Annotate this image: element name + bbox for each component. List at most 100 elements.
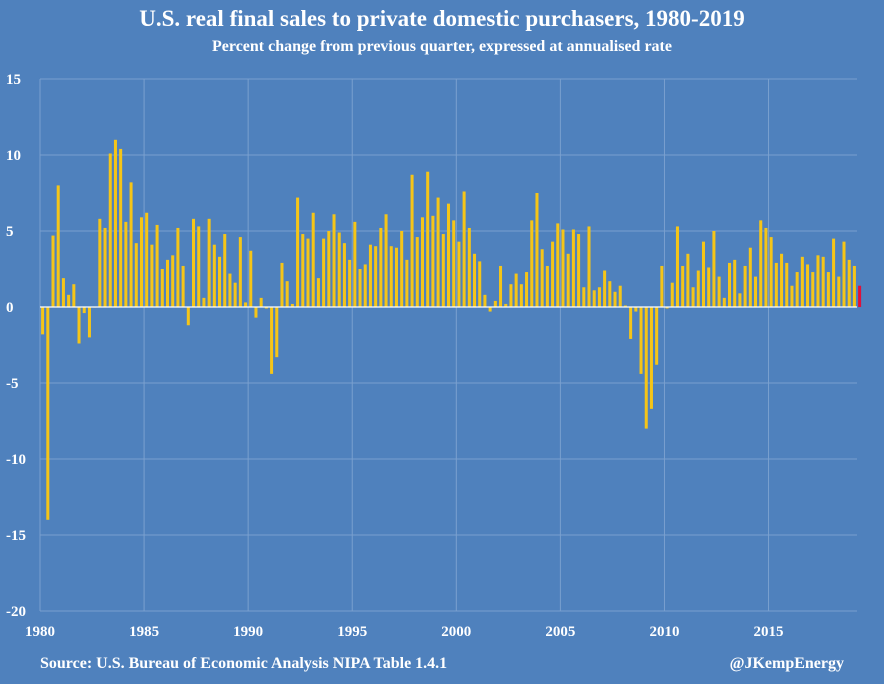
x-tick-label: 1985 (129, 624, 159, 640)
bar (675, 226, 679, 307)
bar (660, 265, 664, 307)
bar (384, 214, 388, 307)
bar (228, 273, 232, 307)
bar (176, 227, 180, 307)
bar (337, 232, 341, 307)
bar (82, 307, 86, 314)
bar (405, 259, 409, 307)
bar (728, 262, 732, 307)
bar (717, 276, 721, 307)
bar (504, 303, 508, 307)
bar (582, 287, 586, 307)
bar (280, 262, 284, 307)
bar (420, 217, 424, 307)
bar (134, 243, 138, 307)
y-tick-label: 0 (6, 300, 14, 316)
bar (160, 269, 164, 307)
bar-latest-quarter (858, 285, 862, 307)
y-tick-label: 10 (6, 148, 21, 164)
bar (514, 273, 518, 307)
bar (525, 272, 529, 307)
bar (374, 246, 378, 307)
bar (353, 221, 357, 307)
bar (852, 265, 856, 307)
bar (556, 223, 560, 307)
y-tick-label: -10 (6, 452, 26, 468)
x-tick-label: 2010 (649, 624, 679, 640)
bar (462, 191, 466, 307)
bar (249, 250, 253, 307)
bar (87, 307, 91, 338)
bar (270, 307, 274, 374)
bar (254, 307, 258, 318)
bar (368, 244, 372, 307)
bar (212, 244, 216, 307)
bar (108, 153, 112, 307)
bar (644, 307, 648, 429)
bar (358, 269, 362, 307)
bar (847, 259, 851, 307)
bar (613, 291, 617, 307)
bar (665, 307, 669, 309)
bar (530, 220, 534, 307)
bar (790, 285, 794, 307)
bar (348, 259, 352, 307)
bar (181, 265, 185, 307)
bar (41, 307, 45, 335)
bar (816, 255, 820, 307)
bar (452, 220, 456, 307)
bar (202, 297, 206, 307)
bar (322, 238, 326, 307)
bar (681, 265, 685, 307)
bar (441, 234, 445, 307)
x-tick-label: 2015 (754, 624, 784, 640)
bar (649, 307, 653, 409)
chart-title: U.S. real final sales to private domesti… (139, 6, 745, 31)
bar (290, 303, 294, 307)
bar (764, 227, 768, 307)
x-tick-label: 2000 (441, 624, 471, 640)
bar (774, 262, 778, 307)
bar (785, 262, 789, 307)
y-tick-label: 15 (6, 72, 21, 88)
bar (379, 227, 383, 307)
bar (759, 220, 763, 307)
bar (207, 218, 211, 307)
y-tick-label: -15 (6, 528, 26, 544)
bar (597, 287, 601, 307)
bar (571, 229, 575, 307)
bar (587, 226, 591, 307)
bar (535, 193, 539, 307)
bar (103, 227, 107, 307)
x-tick-label: 2005 (545, 624, 575, 640)
bar (561, 229, 565, 307)
bar (394, 247, 398, 307)
bar (800, 256, 804, 307)
bar (124, 221, 128, 307)
bar (738, 293, 742, 307)
bar (707, 267, 711, 307)
bar (342, 243, 346, 307)
bar (316, 278, 320, 307)
bar (686, 253, 690, 307)
bar (301, 234, 305, 307)
chart-subtitle: Percent change from previous quarter, ex… (212, 38, 672, 55)
bar (171, 255, 175, 307)
bar (139, 217, 143, 307)
bar (415, 237, 419, 307)
bar (145, 212, 149, 307)
bar (67, 294, 71, 307)
y-tick-label: -20 (6, 604, 26, 620)
bar (150, 244, 154, 307)
bar (733, 259, 737, 307)
bar (426, 171, 430, 307)
bar (540, 249, 544, 307)
bar (98, 218, 102, 307)
bar (551, 241, 555, 307)
bar (197, 226, 201, 307)
bar (389, 246, 393, 307)
bar (592, 290, 596, 307)
bar (696, 270, 700, 307)
bar (275, 307, 279, 358)
bar (165, 259, 169, 307)
